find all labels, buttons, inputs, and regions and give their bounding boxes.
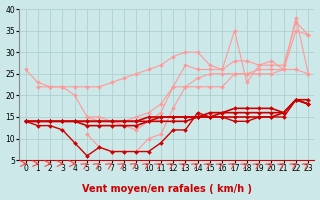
X-axis label: Vent moyen/en rafales ( km/h ): Vent moyen/en rafales ( km/h ): [82, 184, 252, 194]
